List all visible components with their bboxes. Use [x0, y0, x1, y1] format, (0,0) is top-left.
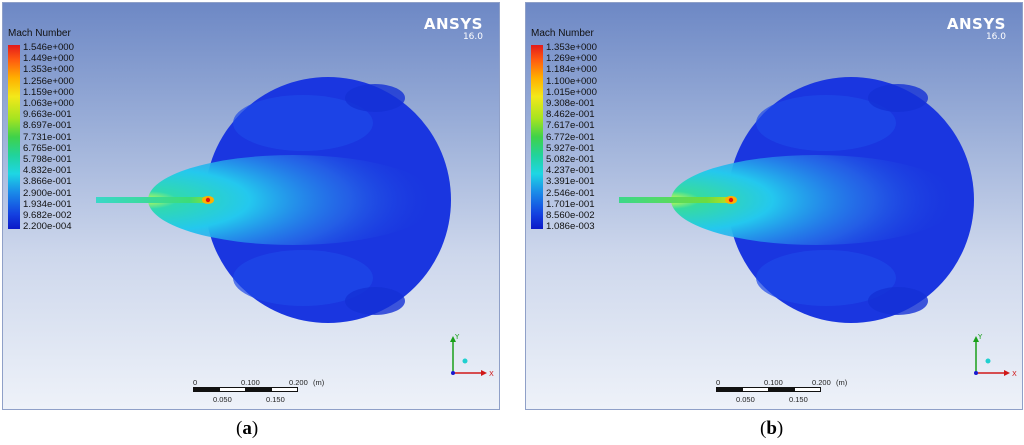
- caption-b: (b): [760, 418, 784, 439]
- svg-text:X: X: [489, 370, 494, 378]
- legend-tick: 5.082e-001: [546, 154, 595, 165]
- legend-title: Mach Number: [531, 28, 594, 39]
- inlet-pipe: [619, 197, 729, 203]
- legend-tick: 3.866e-001: [23, 176, 72, 188]
- colorbar: [531, 45, 543, 229]
- axis-triad: Y X: [450, 333, 494, 378]
- ansys-logo: ANSYS 16.0: [423, 15, 483, 42]
- contour-panel-a: ANSYS 16.0 Mach Number 1.546e+000 1.449e…: [2, 2, 500, 410]
- legend-tick: 7.731e-001: [23, 131, 72, 143]
- legend-tick: 2.546e-001: [546, 187, 595, 199]
- legend-ticks: 1.353e+000 1.269e+000 1.184e+000 1.100e+…: [546, 43, 626, 233]
- legend-tick: 5.798e-001: [23, 154, 72, 165]
- scale-bar: 0 0.100 0.200 (m) 0.050 0.150: [193, 378, 325, 404]
- legend-tick: 8.560e-002: [546, 210, 595, 221]
- legend-tick: 1.100e+000: [546, 75, 597, 87]
- legend-tick: 5.927e-001: [546, 142, 595, 154]
- ansys-logo: ANSYS 16.0: [946, 15, 1006, 42]
- legend-tick: 1.353e+000: [23, 64, 74, 76]
- legend-tick: 2.200e-004: [23, 221, 72, 233]
- legend-tick: 1.256e+000: [23, 75, 74, 87]
- legend-tick: 6.772e-001: [546, 131, 595, 143]
- legend-tick: 4.832e-001: [23, 165, 72, 177]
- caption-a: (a): [236, 418, 259, 439]
- svg-text:X: X: [1012, 370, 1017, 378]
- legend-tick: 9.663e-001: [23, 109, 72, 121]
- legend-tick: 2.900e-001: [23, 187, 72, 199]
- legend-tick: 8.697e-001: [23, 120, 72, 132]
- colorbar: [8, 45, 20, 229]
- legend-tick: 1.546e+000: [23, 42, 74, 53]
- legend-tick: 4.237e-001: [546, 165, 595, 177]
- legend-title: Mach Number: [8, 28, 71, 39]
- legend-ticks: 1.546e+000 1.449e+000 1.353e+000 1.256e+…: [23, 43, 103, 233]
- svg-text:Y: Y: [454, 333, 460, 341]
- inlet-pipe: [96, 197, 206, 203]
- legend-tick: 8.462e-001: [546, 109, 595, 121]
- legend-tick: 1.086e-003: [546, 221, 595, 233]
- legend-tick: 6.765e-001: [23, 142, 72, 154]
- svg-text:Y: Y: [977, 333, 983, 341]
- legend-tick: 9.308e-001: [546, 98, 595, 109]
- legend-tick: 1.269e+000: [546, 53, 597, 65]
- contour-panel-b: ANSYS 16.0 Mach Number 1.353e+000 1.269e…: [525, 2, 1023, 410]
- legend-tick: 1.015e+000: [546, 86, 597, 98]
- legend-tick: 3.391e-001: [546, 176, 595, 188]
- legend-tick: 7.617e-001: [546, 120, 595, 132]
- scale-bar: 0 0.100 0.200 (m) 0.050 0.150: [716, 378, 848, 404]
- legend-tick: 1.159e+000: [23, 86, 74, 98]
- flow-domain: [619, 77, 974, 323]
- legend-tick: 1.701e-001: [546, 198, 595, 210]
- legend-tick: 1.063e+000: [23, 98, 74, 109]
- legend-tick: 1.184e+000: [546, 64, 597, 76]
- legend-tick: 1.449e+000: [23, 53, 74, 65]
- flow-domain: [96, 77, 451, 323]
- legend-tick: 1.934e-001: [23, 198, 72, 210]
- legend-tick: 1.353e+000: [546, 42, 597, 53]
- axis-triad: Y X: [973, 333, 1017, 378]
- legend-tick: 9.682e-002: [23, 210, 72, 221]
